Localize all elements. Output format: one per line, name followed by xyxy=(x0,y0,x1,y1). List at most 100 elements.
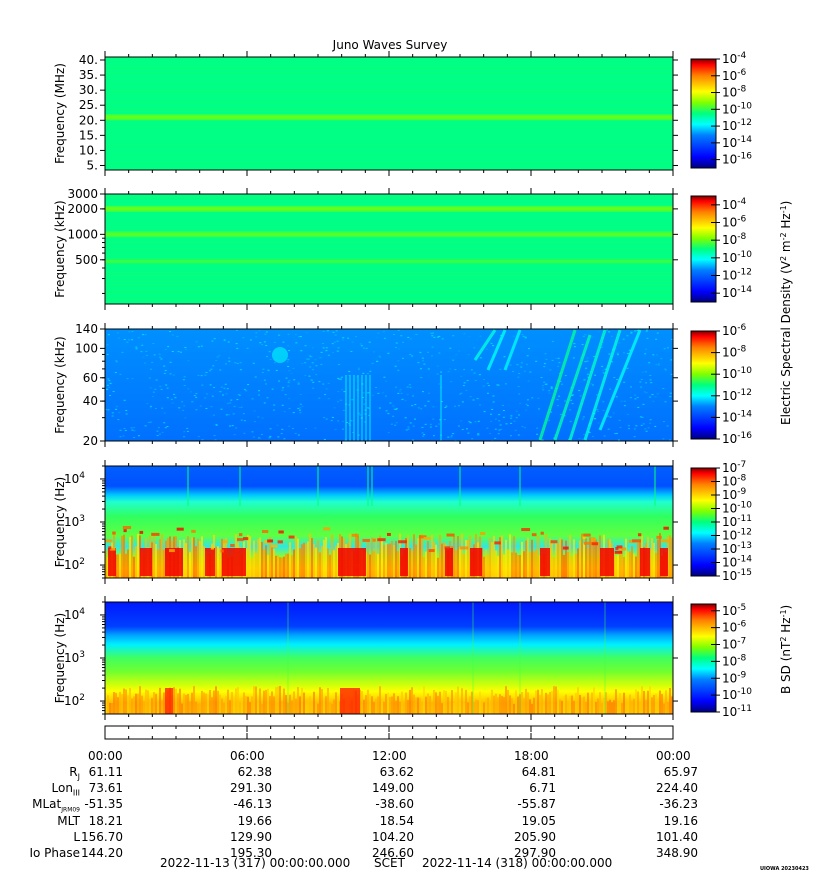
y-tick-label: 102 xyxy=(64,557,85,572)
ephemeris-value: 205.90 xyxy=(514,829,556,844)
ephemeris-value: 291.30 xyxy=(230,781,272,796)
ephemeris-value: 101.40 xyxy=(656,829,698,844)
panel-2-ylabel: Frequency (kHz) xyxy=(53,200,67,297)
intense-emission xyxy=(600,548,614,576)
footer-end-time: 2022-11-14 (318) 00:00:00.000 xyxy=(422,856,613,870)
intense-emission xyxy=(165,688,173,714)
panel-4-image xyxy=(105,466,673,578)
intense-emission xyxy=(470,548,482,576)
electric-label-mid: m xyxy=(779,240,793,256)
panel-5-colorbar: 10-5 10-6 10-710-8 10-9 10-10 10-11 xyxy=(690,603,752,719)
ephemeris-value: 224.40 xyxy=(656,781,698,796)
magnetic-label-main: B SD (nT xyxy=(779,641,793,694)
intense-emission xyxy=(205,548,215,576)
ephemeris-value: -51.35 xyxy=(84,797,123,812)
y-tick-label: 1000 xyxy=(67,227,98,241)
y-tick-label: 40. xyxy=(79,53,98,67)
intense-emission xyxy=(340,688,360,714)
colorbar-tick-label: 10-6 xyxy=(722,620,747,635)
panel-1-colorbar: 10-4 10-6 10-810-10 10-12 10-14 10-16 xyxy=(690,51,752,169)
colorbar-tick-label: 10-6 xyxy=(722,323,747,338)
time-tick-label: 00:00 xyxy=(656,749,691,763)
colorbar-tick-label: 10-10 xyxy=(722,687,752,702)
ephemeris-value: 73.61 xyxy=(88,781,123,796)
ephemeris-row-label: MLatJRM09 xyxy=(32,797,80,814)
colorbar-tick-label: 10-11 xyxy=(722,514,752,529)
colorbar-tick-label: 10-7 xyxy=(722,637,746,652)
magnetic-label-mid: Hz xyxy=(779,617,793,636)
y-tick-label: 15. xyxy=(79,128,98,142)
colorbar-tick-label: 10-7 xyxy=(722,460,746,475)
intense-emission xyxy=(140,548,152,576)
colorbar-tick-label: 10-14 xyxy=(722,135,752,150)
emission-feature xyxy=(503,329,522,371)
y-tick-label: 2000 xyxy=(67,202,98,216)
ephemeris-value: 65.97 xyxy=(663,765,698,779)
colorbar-tick-label: 10-8 xyxy=(722,474,747,489)
panel-1-ylabel: Frequency (MHz) xyxy=(53,63,67,164)
colorbar-tick-label: 10-16 xyxy=(722,152,752,167)
colorbar-tick-label: 10-14 xyxy=(722,555,752,570)
electric-label-sup2: -2 xyxy=(779,232,788,240)
intense-emission xyxy=(165,548,183,576)
ephemeris-row-label: MLT xyxy=(57,813,80,828)
magnetic-label-end: ) xyxy=(779,605,793,610)
colorbar-tick-label: 10-12 xyxy=(722,528,752,543)
intense-emission xyxy=(222,548,246,576)
y-tick-label: 20 xyxy=(83,434,98,448)
time-tick-label: 00:00 xyxy=(88,749,123,763)
ephemeris-value: 18.54 xyxy=(379,813,414,828)
y-tick-label: 500 xyxy=(75,253,98,267)
colorbar-tick-label: 10-9 xyxy=(722,670,747,685)
y-tick-label: 104 xyxy=(64,471,85,486)
y-tick-label: 3000 xyxy=(67,187,98,201)
panel-3-ylabel: Frequency (kHz) xyxy=(53,336,67,433)
y-tick-label: 140 xyxy=(75,322,98,336)
time-tick-label: 18:00 xyxy=(514,749,549,763)
y-tick-label: 25. xyxy=(79,98,98,112)
ephemeris-value: -38.60 xyxy=(375,797,414,812)
colorbar-tick-label: 10-10 xyxy=(722,501,752,516)
panel-4-colorbar: 10-710-810-910-1010-1110-1210-1310-1410-… xyxy=(690,460,752,583)
emission-feature xyxy=(598,329,642,431)
ephemeris-value: 149.00 xyxy=(372,781,414,796)
colorbar-tick-label: 10-10 xyxy=(722,366,752,381)
ephemeris-value: -36.23 xyxy=(659,797,698,812)
panel-5-ylabel: Frequency (Hz) xyxy=(53,613,67,704)
ephemeris-row-label: LonIII xyxy=(51,781,81,798)
ephemeris-value: 61.11 xyxy=(88,765,123,779)
magnetic-label-sup1: 2 xyxy=(779,637,788,642)
colorbar-tick-label: 10-4 xyxy=(722,51,747,66)
emission-feature xyxy=(538,329,577,441)
colorbar-tick-label: 10-4 xyxy=(722,197,747,212)
y-tick-label: 30. xyxy=(79,83,98,97)
colorbar-tick-label: 10-12 xyxy=(722,118,752,133)
intense-emission xyxy=(108,548,116,576)
panel-2-colorbar: 10-4 10-6 10-8 10-10 10-12 10-14 xyxy=(690,195,752,303)
colorbar-tick-label: 10-6 xyxy=(722,68,747,83)
ephemeris-value: 19.05 xyxy=(521,813,556,828)
colorbar-tick-label: 10-16 xyxy=(722,431,752,446)
ephemeris-value: 18.21 xyxy=(88,813,123,828)
electric-label-mid2: Hz xyxy=(779,213,793,232)
colorbar-tick-label: 10-5 xyxy=(722,603,746,618)
panel-1: 40.35.30.25.20.15.10.5. Frequency (MHz) xyxy=(53,51,678,176)
ephemeris-value: 348.90 xyxy=(656,846,698,860)
panel-1-image xyxy=(105,57,673,170)
colorbar-tick-label: 10-14 xyxy=(722,409,752,424)
ephemeris-value: 195.30 xyxy=(230,846,272,860)
ephemeris-value: -55.87 xyxy=(517,797,556,812)
panels-layer: 40.35.30.25.20.15.10.5. Frequency (MHz) 30… xyxy=(53,51,678,720)
ephemeris-value: 64.81 xyxy=(521,765,556,779)
electric-label-sup1: 2 xyxy=(779,256,788,261)
intense-emission xyxy=(400,548,408,576)
ephemeris-row-label: L xyxy=(73,829,80,844)
y-tick-label: 40 xyxy=(83,394,98,408)
colorbar-tick-label: 10-12 xyxy=(722,268,752,283)
ephemeris-value: 246.60 xyxy=(372,846,414,860)
ephemeris-value: 104.20 xyxy=(372,829,414,844)
y-tick-label: 60 xyxy=(83,371,98,385)
